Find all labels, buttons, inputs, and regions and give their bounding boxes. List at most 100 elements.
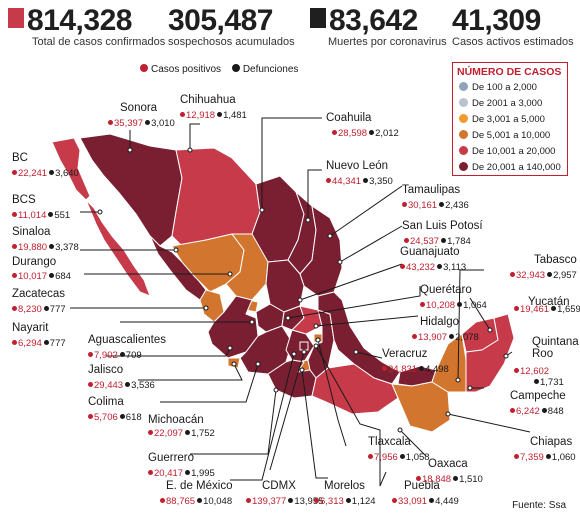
key-label-4: De 5,001 a 10,000 [472,130,551,141]
death-dot-icon [449,334,455,339]
state-deaths-value: 3,010 [151,118,175,129]
positive-dot-icon [314,498,319,503]
state-cases-value: 6,313 [320,496,344,507]
state-values: 24,537 1,784 [404,236,471,247]
state-deaths-value: 1,659 [557,304,580,315]
state-values: 7,956 1,058 [368,452,430,463]
state-values: 19,880 3,378 [12,242,79,253]
death-dot-icon [453,476,459,481]
state-deaths-value: 551 [54,210,71,221]
state-values: 32,943 2,957 [510,270,577,281]
legend-deaths-label: Defunciones [242,64,299,75]
state-cases-value: 7,956 [374,452,398,463]
stat-suspected-value: 305,487 [168,4,273,37]
death-dot-icon [419,366,425,371]
state-name-label: Tlaxcala [368,436,411,448]
positive-dot-icon [12,170,17,175]
state-values: 6,242 848 [510,406,564,417]
state-deaths-value: 1,731 [540,377,564,388]
positive-dot-icon [108,120,113,125]
state-name-label: Sonora [120,102,158,114]
state-name-label: Querétaro [420,284,472,296]
death-dot-icon [119,352,125,357]
state-values: 139,377 13,955 [246,496,323,507]
state-cases-value: 19,461 [520,304,550,315]
state-deaths-value: 848 [547,406,564,417]
death-dot-icon [49,244,55,249]
stat-suspected: 305,487 sospechosos acumulados [168,4,295,48]
positive-dot-icon [326,178,331,183]
state-values: 28,598 2,012 [332,128,399,139]
state-name-label: Veracruz [382,348,428,360]
positive-dot-icon [332,130,337,135]
state-name-label: Chiapas [530,436,573,448]
state-cases-value: 22,241 [18,168,48,179]
state-deaths-value: 3,536 [131,380,155,391]
state-deaths-value: 10,048 [203,496,233,507]
key-row-1: De 100 a 2,000 [453,80,567,96]
state-name-label: BCS [12,194,36,206]
state-cases-value: 11,014 [18,210,47,221]
state-values: 30,161 2,436 [402,200,469,211]
leader-endpoints [97,147,509,433]
death-dot-icon [49,273,55,278]
state-deaths-value: 1,784 [447,236,471,247]
state-deaths-value: 2,436 [445,200,469,211]
death-dot-icon [369,130,375,135]
positive-dot-icon [88,382,93,387]
state-values: 18,848 1,510 [416,474,483,485]
state-values: 33,091 4,449 [392,496,459,507]
state-name-label: BC [12,152,28,164]
death-dot-icon [119,414,125,419]
state-name-label: Guerrero [148,452,195,464]
positive-dot-icon [514,454,519,459]
state-values: 13,907 2,078 [412,332,479,343]
state-cases-value: 6,242 [516,406,540,417]
state-values: 34,831 4,498 [382,364,449,375]
positive-dot-icon [12,340,17,345]
state-name-label: CDMX [262,480,296,492]
state-name-label: Campeche [510,390,566,402]
state-cases-value: 43,232 [406,262,436,273]
death-dot-icon [231,64,240,72]
state-values: 35,397 3,010 [108,118,175,129]
state-name-label: Oaxaca [428,458,468,470]
state-deaths-value: 2,957 [553,270,577,281]
state-cases-value: 8,230 [18,304,42,315]
state-name-label: Morelos [324,480,365,492]
state-deaths-value: 684 [55,271,71,282]
state-cases-value: 6,294 [18,338,42,349]
cases-key: NÚMERO DE CASOS De 100 a 2,000 De 2001 a… [452,62,568,176]
positive-dot-icon [514,306,519,311]
legend-positive-label: Casos positivos [151,64,222,75]
state-cases-value: 24,537 [410,236,440,247]
key-label-5: De 10,001 a 20,000 [472,146,556,157]
state-name-label: Coahuila [326,112,372,124]
death-dot-icon [363,178,369,183]
state-cases-value: 18,848 [422,474,452,485]
death-dot-icon [439,202,445,207]
stat-active-label: Casos activos estimados [452,36,574,48]
death-dot-icon [457,302,463,307]
state-values: 5,706 618 [88,412,142,423]
state-values: 8,230 777 [12,304,66,315]
state-cases-value: 34,831 [388,364,418,375]
death-dot-icon [185,430,191,435]
positive-dot-icon [12,212,17,217]
source-note: Fuente: Ssa [512,500,566,511]
positive-dot-icon [416,476,421,481]
state-deaths-value: 1,510 [459,474,483,485]
state-name-label: Chihuahua [180,94,236,106]
key-label-1: De 100 a 2,000 [472,82,537,93]
positive-dot-icon [12,273,17,278]
state-cases-value: 35,397 [114,118,144,129]
positive-dot-icon [148,430,153,435]
death-dot-icon [125,382,131,387]
positive-dot-icon [400,264,405,269]
state-cdmx [299,341,309,351]
state-values: 6,313 1,124 [314,496,376,507]
state-values: 44,341 3,350 [326,176,393,187]
state-name-label: Tabasco [534,254,577,266]
state-cases-value: 33,091 [398,496,428,507]
